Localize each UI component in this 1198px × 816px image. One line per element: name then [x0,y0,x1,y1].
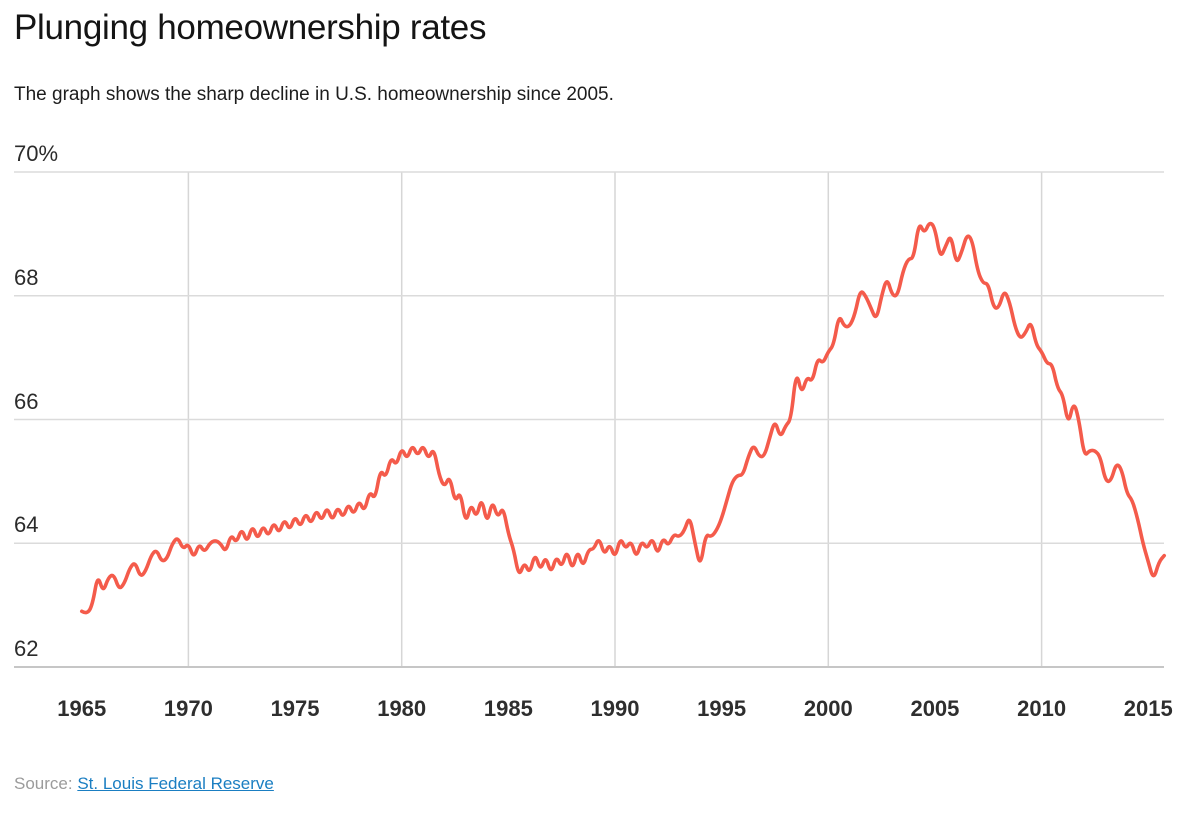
x-tick-label-2000: 2000 [803,696,853,721]
y-tick-label-64: 64 [14,512,39,538]
x-tick-label-1975: 1975 [270,696,320,721]
source-label: Source: [14,774,73,793]
chart-subtitle: The graph shows the sharp decline in U.S… [14,84,614,105]
x-tick-label-2015: 2015 [1123,696,1173,721]
source-line: Source: St. Louis Federal Reserve [14,774,274,794]
homeownership-rate-line [80,221,1166,615]
x-tick-label-1995: 1995 [697,696,747,721]
x-tick-label-1990: 1990 [590,696,640,721]
x-tick-label-1965: 1965 [57,696,107,721]
y-tick-label-66: 66 [14,388,39,414]
x-tick-label-2005: 2005 [910,696,960,721]
x-tick-label-2010: 2010 [1017,696,1067,721]
y-tick-label-70: 70% [14,141,59,166]
x-tick-label-1970: 1970 [163,696,213,721]
y-tick-label-62: 62 [14,636,39,661]
x-tick-label-1980: 1980 [377,696,427,721]
chart-title: Plunging homeownership rates [14,8,487,47]
x-tick-label-1985: 1985 [483,696,533,721]
source-link[interactable]: St. Louis Federal Reserve [77,774,274,793]
y-tick-label-68: 68 [14,264,39,290]
